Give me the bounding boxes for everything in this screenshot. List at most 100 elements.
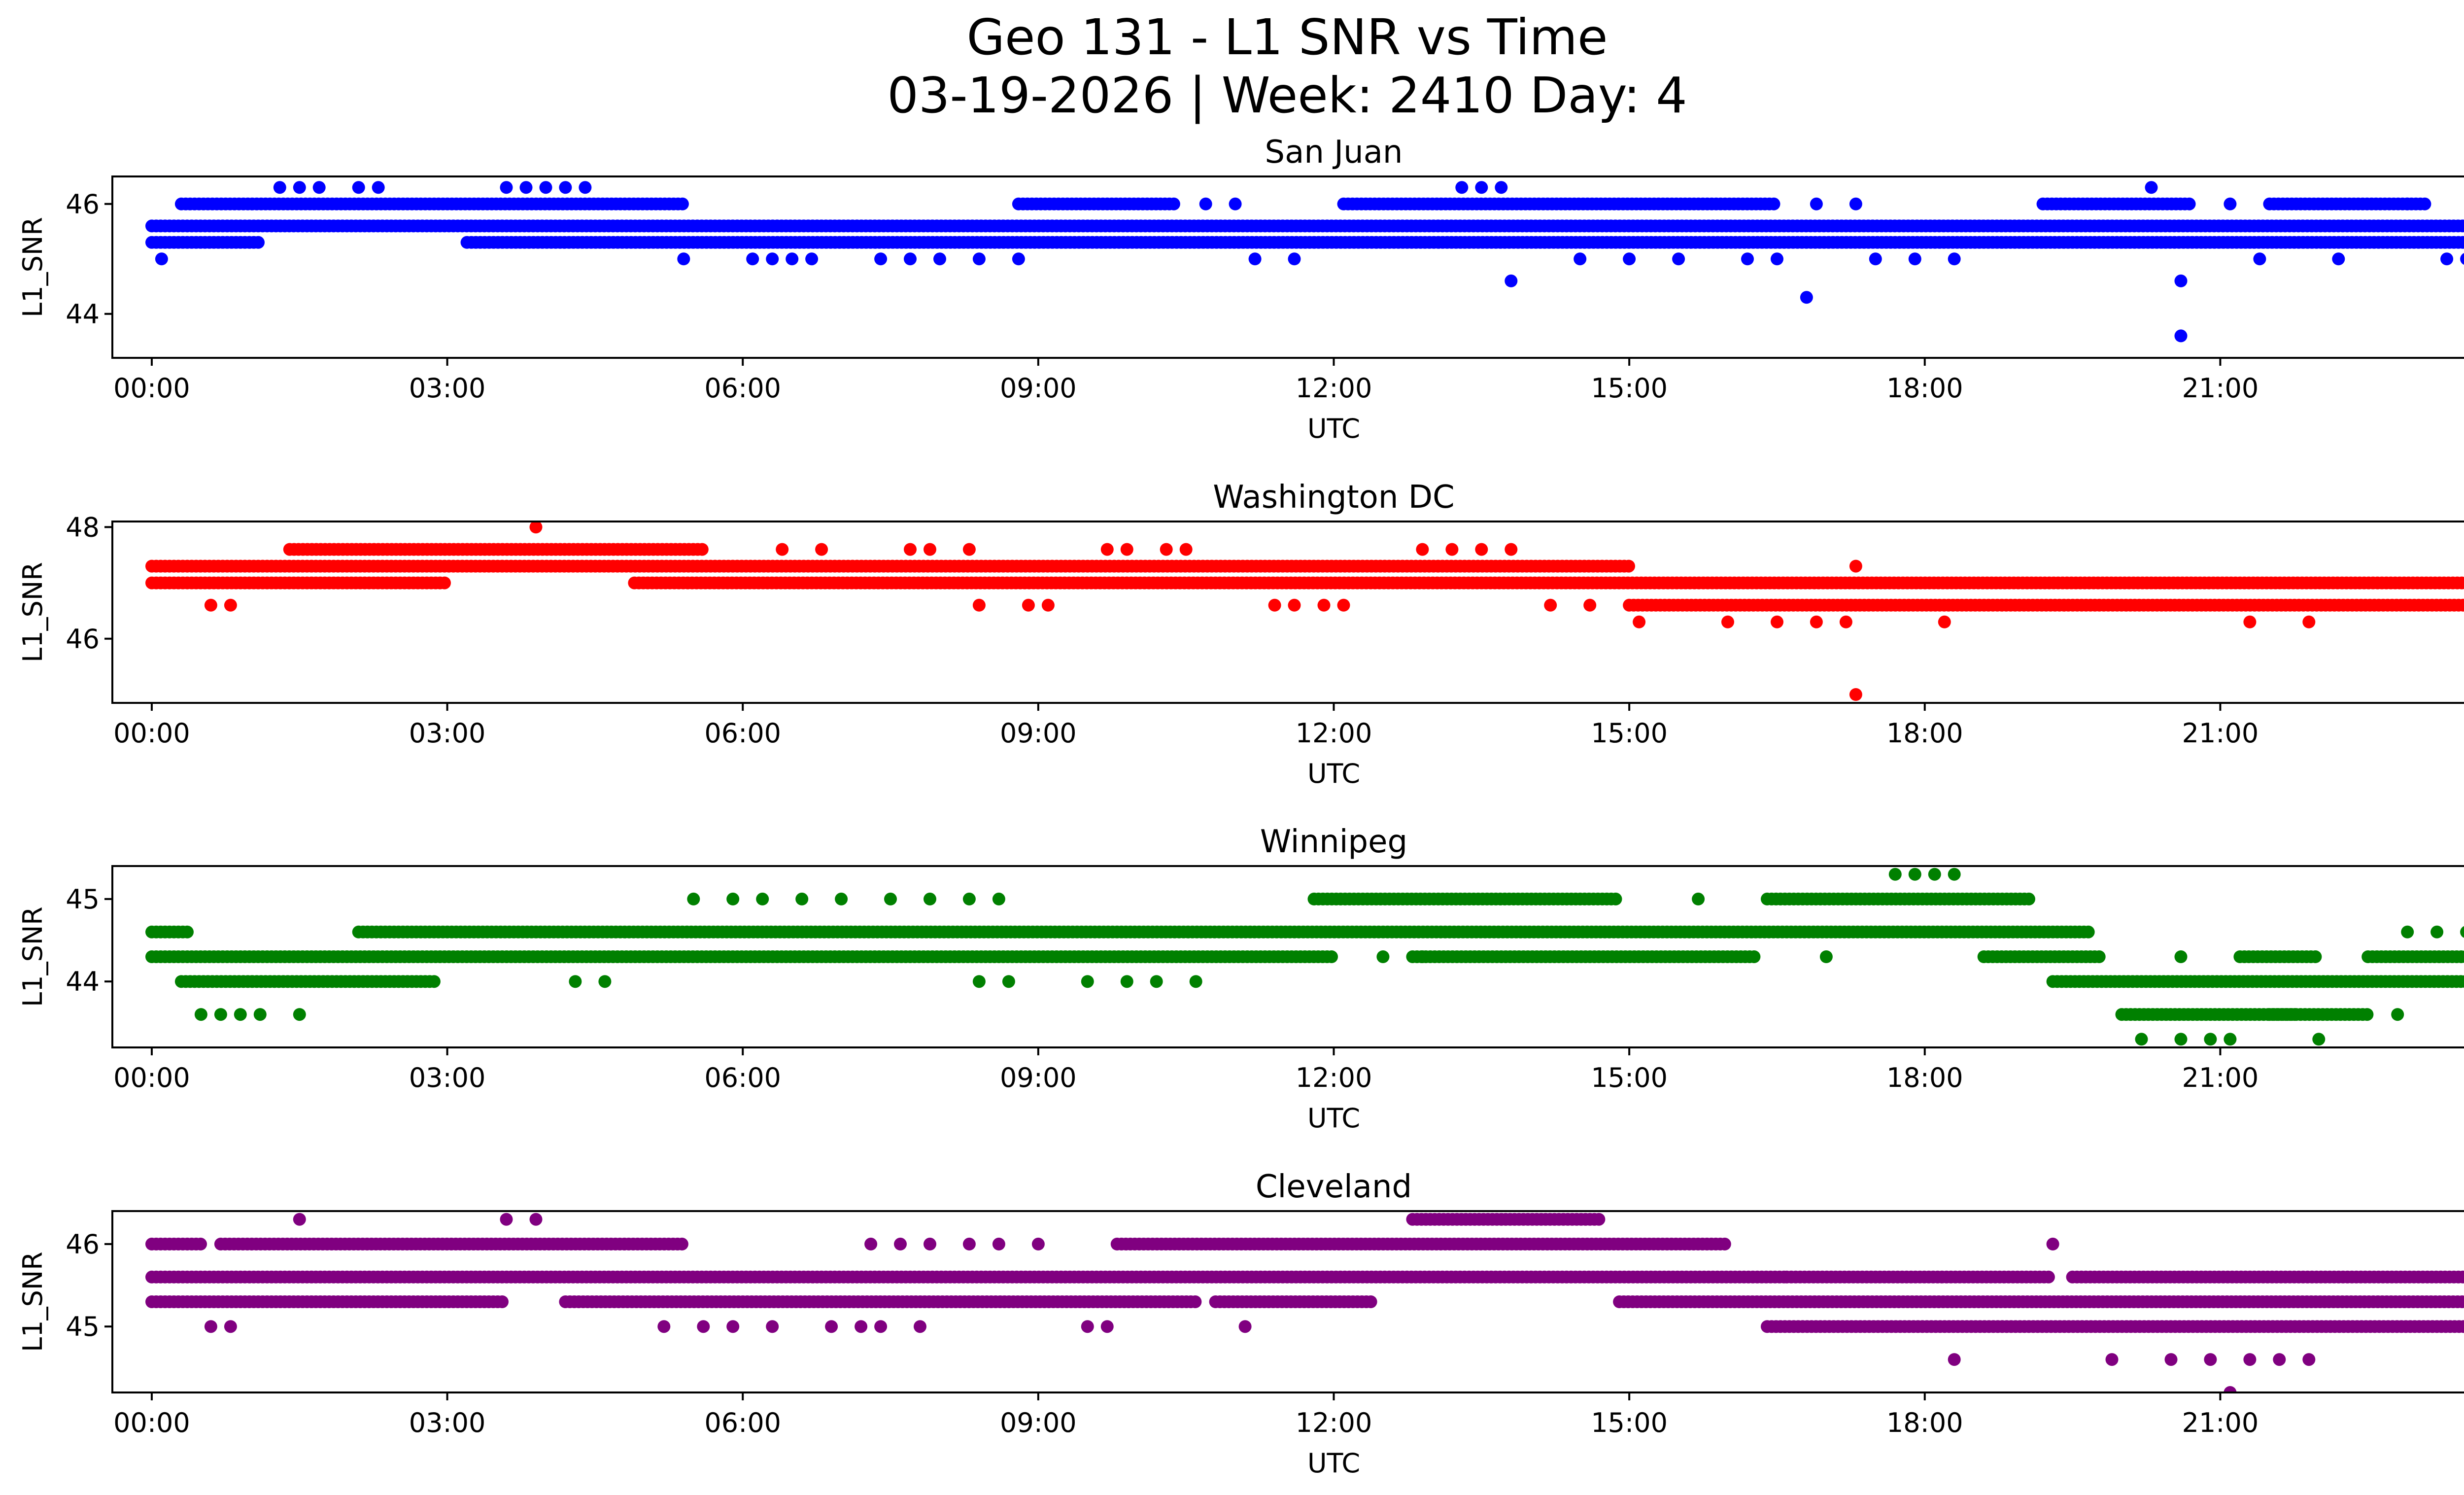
- data-point: [569, 975, 582, 988]
- data-point: [181, 925, 194, 939]
- data-point: [519, 181, 533, 194]
- data-point: [1505, 274, 1518, 287]
- data-point: [1948, 868, 1961, 881]
- data-point: [1189, 1295, 1202, 1308]
- data-point: [1022, 598, 1035, 612]
- data-point: [1288, 252, 1301, 266]
- data-point: [1583, 598, 1597, 612]
- data-point: [2391, 1008, 2404, 1021]
- y-tick-label: 45: [66, 884, 100, 915]
- data-point: [2243, 615, 2257, 628]
- data-point: [2174, 329, 2188, 343]
- data-point: [933, 252, 946, 266]
- data-point: [1839, 615, 1852, 628]
- data-point: [1574, 252, 1587, 266]
- data-point: [786, 252, 799, 266]
- data-point: [2253, 252, 2266, 266]
- data-point: [559, 181, 572, 194]
- data-point: [2461, 237, 2464, 248]
- data-point: [687, 892, 700, 905]
- x-tick-label: 09:00: [1000, 373, 1077, 404]
- data-point: [2459, 950, 2464, 963]
- data-point: [874, 252, 888, 266]
- data-point: [2430, 925, 2444, 939]
- data-point: [904, 543, 917, 556]
- data-point: [835, 892, 848, 905]
- data-point: [2174, 950, 2188, 963]
- series-points: [145, 522, 2464, 701]
- data-point: [293, 1008, 306, 1021]
- y-axis-label: L1_SNR: [17, 562, 48, 662]
- x-tick-label: 09:00: [1000, 718, 1077, 749]
- x-tick-label: 12:00: [1296, 373, 1372, 404]
- data-point: [972, 598, 986, 612]
- data-point: [2440, 252, 2454, 266]
- data-point: [1002, 975, 1015, 988]
- data-point: [675, 1237, 688, 1251]
- data-point: [992, 892, 1005, 905]
- data-point: [1199, 197, 1212, 210]
- x-tick-label: 03:00: [409, 718, 486, 749]
- data-point: [1908, 252, 1921, 266]
- data-point: [427, 975, 441, 988]
- panel-title: San Juan: [1265, 134, 1403, 171]
- data-point: [155, 252, 168, 266]
- data-point: [776, 543, 789, 556]
- data-point: [2459, 975, 2464, 988]
- data-point: [1416, 543, 1429, 556]
- data-point: [2460, 253, 2464, 265]
- y-axis-label: L1_SNR: [17, 906, 48, 1007]
- x-tick-label: 06:00: [704, 1062, 781, 1093]
- data-point: [2224, 197, 2237, 210]
- data-point: [2460, 1296, 2464, 1308]
- series-points: [145, 181, 2464, 343]
- data-point: [1544, 598, 1557, 612]
- data-point: [972, 975, 986, 988]
- data-point: [1288, 598, 1301, 612]
- data-point: [214, 1008, 227, 1021]
- data-point: [2183, 197, 2196, 210]
- data-point: [1475, 543, 1488, 556]
- x-tick-label: 06:00: [704, 373, 781, 404]
- figure-title-line2: 03-19-2026 | Week: 2410 Day: 4: [887, 67, 1687, 124]
- data-point: [496, 1295, 509, 1308]
- data-point: [805, 252, 819, 266]
- data-point: [924, 543, 936, 556]
- data-point: [1908, 868, 1921, 881]
- data-point: [2309, 950, 2322, 963]
- data-point: [372, 181, 385, 194]
- x-tick-label: 18:00: [1886, 718, 1963, 749]
- data-point: [2461, 1271, 2464, 1283]
- x-tick-label: 03:00: [409, 1062, 486, 1093]
- data-point: [2401, 925, 2414, 939]
- data-point: [253, 1008, 267, 1021]
- x-tick-label: 15:00: [1591, 1062, 1668, 1093]
- x-tick-label: 00:00: [113, 1062, 190, 1093]
- data-point: [2461, 599, 2464, 611]
- data-point: [1747, 950, 1761, 963]
- x-axis-label: UTC: [1307, 758, 1360, 789]
- data-point: [2418, 197, 2431, 210]
- data-point: [1160, 543, 1173, 556]
- data-point: [1189, 975, 1202, 988]
- data-point: [1268, 598, 1281, 612]
- figure-title-line1: Geo 131 - L1 SNR vs Time: [967, 8, 1608, 66]
- data-point: [1819, 950, 1833, 963]
- data-point: [2082, 925, 2095, 939]
- data-point: [2302, 615, 2316, 628]
- panels: San Juan 00:00 03:00 06:00 09:00 12:00 15:00 18…: [17, 134, 2464, 1479]
- data-point: [1767, 197, 1780, 210]
- panel-title: Cleveland: [1256, 1169, 1412, 1205]
- data-point: [904, 252, 917, 266]
- data-point: [677, 252, 690, 266]
- data-point: [194, 1008, 207, 1021]
- data-point: [204, 598, 217, 612]
- x-tick-label: 18:00: [1886, 1062, 1963, 1093]
- data-point: [1633, 615, 1646, 628]
- y-axis-label: L1_SNR: [17, 217, 48, 317]
- data-point: [2022, 892, 2035, 905]
- data-point: [726, 892, 740, 905]
- data-point: [2361, 1008, 2374, 1021]
- data-point: [1041, 598, 1055, 612]
